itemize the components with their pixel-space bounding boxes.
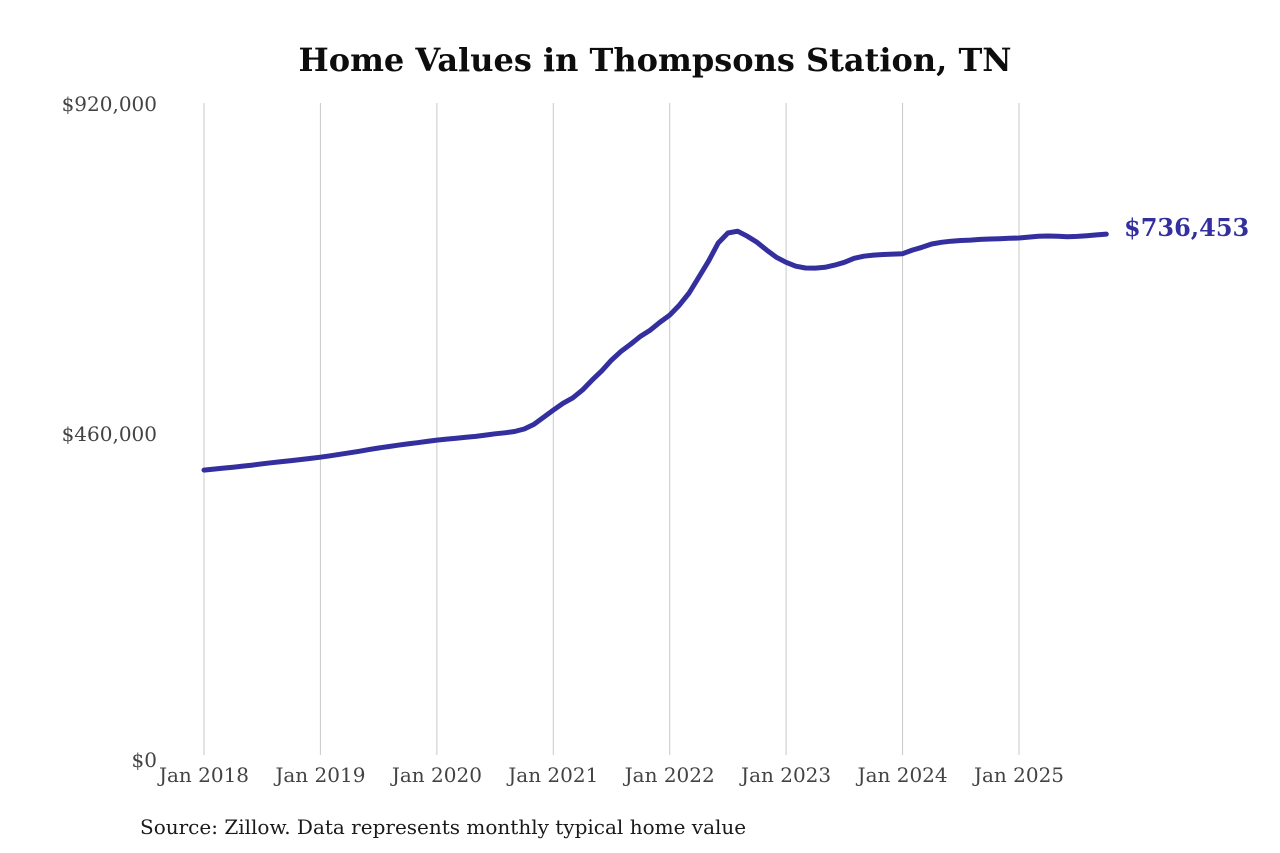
x-axis-labels: Jan 2018 Jan 2019 Jan 2020 Jan 2021 Jan … [157,763,1064,787]
x-tick-jan-2024: Jan 2024 [856,763,948,787]
source-note: Source: Zillow. Data represents monthly … [140,815,746,839]
end-value-label: $736,453 [1124,213,1249,242]
y-axis-labels: $920,000 $460,000 $0 [62,92,157,772]
y-tick-0: $0 [132,748,157,772]
chart-title: Home Values in Thompsons Station, TN [298,41,1011,79]
x-tick-jan-2020: Jan 2020 [390,763,482,787]
y-tick-920000: $920,000 [62,92,157,116]
x-tick-jan-2019: Jan 2019 [273,763,365,787]
y-tick-460000: $460,000 [62,422,157,446]
x-tick-jan-2022: Jan 2022 [623,763,715,787]
home-value-line [201,228,1109,473]
gridlines [203,103,1020,755]
x-tick-jan-2021: Jan 2021 [506,763,598,787]
x-tick-jan-2025: Jan 2025 [972,763,1064,787]
x-tick-jan-2023: Jan 2023 [739,763,831,787]
x-tick-jan-2018: Jan 2018 [157,763,249,787]
